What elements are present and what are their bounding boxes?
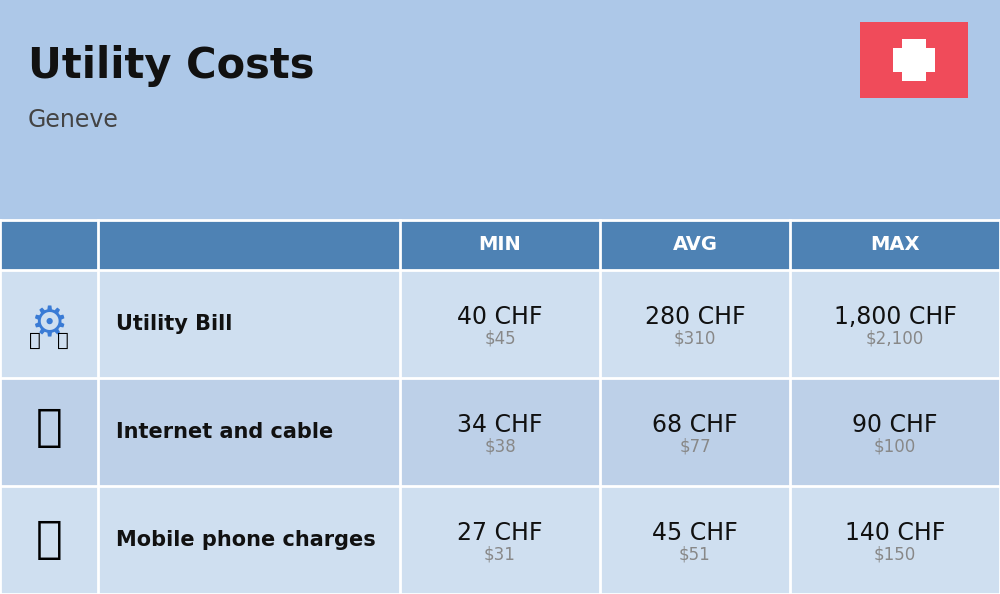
Bar xyxy=(0,220,1000,270)
Text: $31: $31 xyxy=(484,545,516,563)
Bar xyxy=(0,486,1000,594)
Text: 68 CHF: 68 CHF xyxy=(652,413,738,437)
Text: 280 CHF: 280 CHF xyxy=(645,305,745,329)
Bar xyxy=(21,292,77,348)
Text: 📱: 📱 xyxy=(36,519,62,561)
Text: 90 CHF: 90 CHF xyxy=(852,413,938,437)
Text: $2,100: $2,100 xyxy=(866,329,924,347)
Text: 27 CHF: 27 CHF xyxy=(457,521,543,545)
Text: $150: $150 xyxy=(874,545,916,563)
Text: Geneve: Geneve xyxy=(28,108,119,132)
Text: $51: $51 xyxy=(679,545,711,563)
Text: 💧: 💧 xyxy=(57,330,69,349)
Text: Mobile phone charges: Mobile phone charges xyxy=(116,530,376,550)
Text: 📡: 📡 xyxy=(36,406,62,448)
Text: Internet and cable: Internet and cable xyxy=(116,422,333,442)
Text: AVG: AVG xyxy=(672,235,718,254)
Text: Utility Bill: Utility Bill xyxy=(116,314,232,334)
Text: $77: $77 xyxy=(679,437,711,455)
Text: MAX: MAX xyxy=(870,235,920,254)
Bar xyxy=(893,48,935,72)
Text: $310: $310 xyxy=(674,329,716,347)
Text: $38: $38 xyxy=(484,437,516,455)
Bar xyxy=(902,39,926,81)
Text: 45 CHF: 45 CHF xyxy=(652,521,738,545)
Text: 140 CHF: 140 CHF xyxy=(845,521,945,545)
Bar xyxy=(0,378,1000,486)
Text: 34 CHF: 34 CHF xyxy=(457,413,543,437)
Text: $45: $45 xyxy=(484,329,516,347)
Text: 1,800 CHF: 1,800 CHF xyxy=(834,305,956,329)
Text: 40 CHF: 40 CHF xyxy=(457,305,543,329)
Text: Utility Costs: Utility Costs xyxy=(28,45,314,87)
Text: MIN: MIN xyxy=(479,235,521,254)
Text: $100: $100 xyxy=(874,437,916,455)
Bar xyxy=(0,270,1000,378)
Text: 🔌: 🔌 xyxy=(29,330,41,349)
Text: ⚙: ⚙ xyxy=(30,303,68,345)
Bar xyxy=(860,22,968,98)
